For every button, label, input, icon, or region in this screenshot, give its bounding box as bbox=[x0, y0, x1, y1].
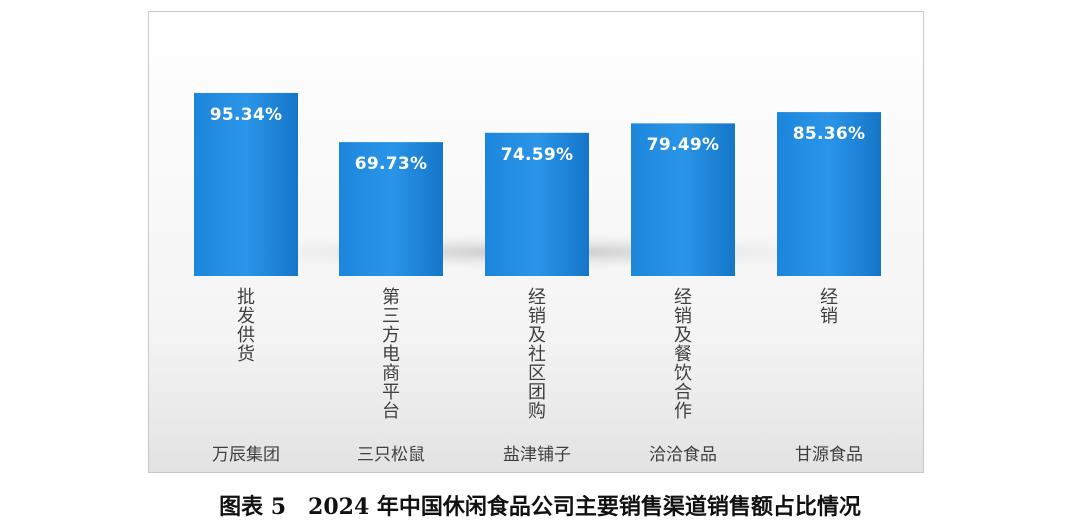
category-label-2: 三只松鼠 bbox=[357, 445, 425, 465]
category-label-3: 盐津铺子 bbox=[503, 445, 571, 465]
bar-1 bbox=[194, 92, 298, 276]
data-label-4: 79.49% bbox=[646, 135, 720, 156]
bars-group bbox=[194, 92, 881, 277]
channel-label-3: 经销及社区团购 bbox=[528, 287, 546, 422]
chart-frame: 95.34% 批发供货万辰集团 69.73% 第三方电商平台三只松鼠 74.59% 经销及… bbox=[148, 11, 924, 473]
bar-chart bbox=[149, 12, 923, 472]
bar-4 bbox=[631, 123, 735, 276]
bar-2 bbox=[339, 142, 443, 276]
bar-5 bbox=[777, 112, 881, 277]
category-label-5: 甘源食品 bbox=[795, 445, 863, 465]
data-label-5: 85.36% bbox=[792, 124, 866, 145]
chart-caption: 图表 5 2024 年中国休闲食品公司主要销售渠道销售额占比情况 bbox=[219, 494, 861, 520]
data-label-3: 74.59% bbox=[500, 144, 574, 165]
channel-label-1: 批发供货 bbox=[237, 287, 255, 365]
data-label-1: 95.34% bbox=[209, 104, 283, 125]
channel-label-4: 经销及餐饮合作 bbox=[674, 287, 692, 422]
category-label-1: 万辰集团 bbox=[212, 445, 280, 465]
channel-label-5: 经销 bbox=[820, 287, 838, 327]
bar-3 bbox=[485, 132, 589, 276]
channel-label-2: 第三方电商平台 bbox=[382, 287, 400, 422]
category-label-4: 洽洽食品 bbox=[649, 445, 717, 465]
data-label-2: 69.73% bbox=[354, 154, 428, 175]
